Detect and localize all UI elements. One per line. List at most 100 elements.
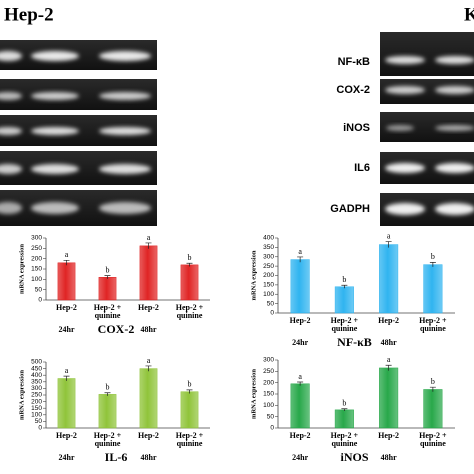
- y-tick-label: 400: [31, 372, 42, 379]
- bar: [139, 245, 158, 301]
- x-tick-label: Hep-2: [290, 316, 311, 325]
- y-tick-label: 150: [263, 391, 274, 398]
- y-tick-label: 300: [263, 253, 274, 260]
- annotation: b: [188, 253, 192, 262]
- x-tick-label: Hep-2 + quinine: [94, 431, 122, 448]
- x-tick-label: Hep-2 + quinine: [176, 431, 204, 448]
- x-tick-label: Hep-2 + quinine: [94, 303, 122, 320]
- y-tick-label: 100: [263, 402, 274, 409]
- error-bar: [385, 364, 392, 371]
- error-bar: [186, 389, 193, 394]
- y-tick-label: 50: [35, 418, 43, 425]
- x-tick-label: Hep-2: [56, 431, 77, 440]
- annotation: b: [342, 275, 346, 284]
- y-tick-label: 150: [263, 282, 274, 289]
- group-label: 48hr: [381, 338, 397, 347]
- x-axis-title: NF-κB: [337, 335, 372, 349]
- x-axis-title: COX-2: [98, 322, 135, 336]
- group-label: 48hr: [141, 453, 157, 462]
- y-tick-label: 0: [38, 425, 42, 432]
- group-label: 48hr: [381, 453, 397, 462]
- annotation: a: [147, 356, 151, 365]
- gel-label: GADPH: [330, 203, 370, 215]
- bar: [290, 383, 310, 429]
- bar: [98, 394, 117, 429]
- group-label: 24hr: [292, 453, 308, 462]
- x-tick-label: Hep-2 + quinine: [419, 316, 447, 333]
- annotation: a: [387, 355, 391, 364]
- bar: [334, 286, 354, 314]
- bar: [98, 277, 117, 301]
- y-tick-label: 50: [267, 413, 275, 420]
- y-tick-label: 400: [263, 235, 274, 242]
- bar: [57, 378, 76, 429]
- x-tick-label: Hep-2 + quinine: [331, 431, 359, 448]
- bar: [379, 367, 399, 429]
- y-tick-label: 100: [31, 276, 42, 283]
- y-tick-label: 200: [263, 272, 274, 279]
- error-bar: [297, 381, 304, 386]
- y-axis-label: mRNA expression: [250, 369, 257, 419]
- group-label: 24hr: [292, 338, 308, 347]
- annotation: b: [106, 265, 110, 274]
- annotation: a: [147, 233, 151, 242]
- error-bar: [385, 241, 392, 248]
- annotation: a: [298, 247, 302, 256]
- error-bar: [429, 262, 436, 267]
- bar: [334, 409, 354, 429]
- annotation: b: [431, 377, 435, 386]
- error-bar: [104, 392, 111, 396]
- group-label: 48hr: [141, 325, 157, 334]
- x-tick-label: Hep-2 + quinine: [176, 303, 204, 320]
- annotation: b: [342, 399, 346, 408]
- y-tick-label: 100: [31, 412, 42, 419]
- gel-label: NF-κB: [338, 56, 370, 68]
- bar: [139, 368, 158, 429]
- x-tick-label: Hep-2: [378, 316, 399, 325]
- error-bar: [297, 256, 304, 263]
- y-tick-label: 50: [35, 286, 43, 293]
- gel-label: iNOS: [343, 122, 370, 134]
- y-tick-label: 250: [263, 368, 274, 375]
- y-tick-label: 250: [31, 392, 42, 399]
- y-tick-label: 250: [31, 245, 42, 252]
- x-tick-label: Hep-2 + quinine: [419, 431, 447, 448]
- y-tick-label: 450: [31, 365, 42, 372]
- y-tick-label: 200: [31, 255, 42, 262]
- error-bar: [145, 242, 152, 249]
- x-axis-title: iNOS: [340, 450, 368, 464]
- bar: [180, 391, 199, 429]
- y-tick-label: 300: [263, 357, 274, 364]
- y-tick-label: 0: [270, 310, 274, 317]
- gel-label: IL6: [354, 162, 370, 174]
- y-tick-label: 500: [31, 359, 42, 366]
- group-label: 24hr: [59, 325, 75, 334]
- y-tick-label: 350: [31, 379, 42, 386]
- y-tick-label: 300: [31, 385, 42, 392]
- y-tick-label: 50: [267, 300, 275, 307]
- gel-right: [380, 32, 474, 226]
- y-axis-label: mRNA expression: [18, 244, 25, 294]
- bar: [290, 259, 310, 314]
- x-tick-label: Hep-2: [56, 303, 77, 312]
- annotation: b: [106, 383, 110, 392]
- error-bar: [341, 408, 348, 411]
- y-tick-label: 300: [31, 235, 42, 242]
- y-tick-label: 250: [263, 263, 274, 270]
- y-tick-label: 200: [31, 398, 42, 405]
- annotation: a: [298, 372, 302, 381]
- bar: [379, 244, 399, 314]
- annotation: b: [431, 252, 435, 261]
- y-tick-label: 100: [263, 291, 274, 298]
- y-tick-label: 200: [263, 379, 274, 386]
- y-axis-label: mRNA expression: [18, 370, 25, 420]
- annotation: a: [65, 250, 69, 259]
- group-label: 24hr: [59, 453, 75, 462]
- x-axis-title: IL-6: [105, 450, 128, 464]
- annotation: a: [387, 231, 391, 240]
- error-bar: [341, 284, 348, 289]
- gel-label: COX-2: [336, 84, 370, 96]
- x-tick-label: Hep-2: [378, 431, 399, 440]
